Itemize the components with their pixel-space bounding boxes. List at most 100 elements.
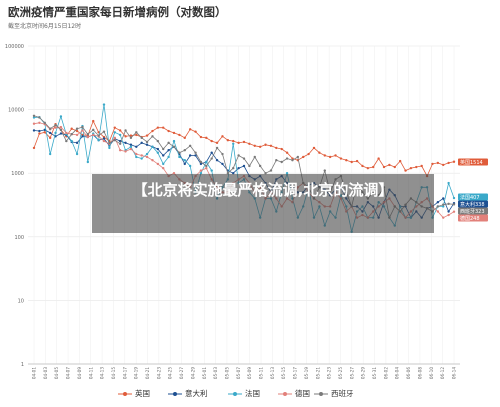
data-point [248, 142, 251, 145]
legend-label: 西班牙 [331, 389, 354, 398]
data-point [135, 155, 138, 159]
x-tick-label: 04-05 [54, 367, 59, 380]
data-point [280, 147, 283, 151]
data-point [372, 165, 375, 169]
data-point [86, 135, 90, 139]
data-point [167, 148, 170, 152]
data-point [194, 154, 197, 157]
data-point [102, 103, 106, 106]
data-point [210, 157, 213, 160]
data-point [140, 141, 143, 145]
data-point [248, 164, 251, 168]
data-point [296, 155, 300, 159]
data-point [355, 159, 359, 163]
data-point [59, 115, 63, 118]
data-point [75, 133, 79, 137]
data-point [32, 146, 36, 150]
data-point [275, 146, 278, 150]
data-point [452, 203, 456, 206]
x-tick-label: 05-01 [202, 367, 207, 380]
end-label-box [458, 193, 488, 201]
data-point [32, 116, 36, 119]
legend-item-法国[interactable]: 法国 [228, 388, 260, 399]
data-point [32, 122, 36, 125]
data-point [38, 129, 41, 133]
data-point [86, 160, 90, 164]
data-point [237, 141, 240, 145]
data-point [264, 143, 267, 146]
data-point [285, 151, 289, 154]
data-point [264, 172, 267, 175]
legend: 英国 意大利 法国 德国 西班牙 [0, 388, 500, 404]
data-point [43, 121, 46, 125]
data-point [162, 162, 165, 166]
data-point [129, 145, 133, 149]
x-tick-label: 04-13 [100, 367, 105, 380]
data-point [135, 145, 138, 149]
data-point [135, 133, 138, 137]
data-point [242, 157, 246, 160]
data-point [124, 135, 127, 138]
data-point [436, 210, 440, 213]
data-point [162, 126, 165, 129]
data-point [48, 127, 52, 130]
data-point [420, 164, 423, 168]
data-point [398, 159, 402, 163]
x-axis-ticks: 04-01 04-03 04-05 04-07 04-09 04-11 04-13 04-15… [32, 367, 457, 380]
data-point [129, 147, 133, 151]
data-point [215, 159, 219, 162]
data-point [129, 143, 133, 146]
data-point [140, 154, 143, 157]
data-point [118, 142, 122, 145]
data-point [156, 126, 160, 129]
legend-item-英国[interactable]: 英国 [118, 388, 150, 399]
legend-label: 德国 [295, 389, 310, 398]
end-label-box [458, 207, 488, 215]
x-tick-label: 04-19 [134, 367, 139, 380]
data-point [48, 136, 52, 140]
data-point [258, 145, 262, 149]
data-point [366, 166, 370, 170]
data-point [124, 141, 127, 145]
data-point [312, 146, 316, 150]
end-label-box [458, 214, 488, 222]
data-point [151, 135, 154, 138]
x-tick-label: 06-12 [440, 367, 445, 380]
data-point [323, 154, 326, 157]
data-point [70, 127, 73, 130]
data-point [32, 129, 36, 132]
data-point [172, 131, 176, 135]
x-tick-label: 05-21 [315, 367, 320, 380]
x-tick-label: 06-04 [395, 367, 400, 380]
y-tick-label: 100 [14, 235, 24, 241]
data-point [167, 141, 170, 145]
data-point [81, 129, 84, 132]
data-point [145, 155, 149, 159]
legend-item-西班牙[interactable]: 西班牙 [314, 388, 354, 399]
x-tick-label: 05-09 [247, 367, 252, 380]
data-point [172, 145, 176, 149]
data-point [156, 162, 160, 166]
data-point [447, 213, 450, 217]
data-point [377, 157, 380, 160]
x-tick-label: 06-08 [417, 367, 422, 380]
data-point [108, 141, 111, 145]
legend-item-意大利[interactable]: 意大利 [168, 388, 208, 399]
x-tick-label: 05-15 [281, 367, 286, 380]
data-point [102, 130, 106, 133]
data-point [97, 134, 100, 137]
legend-item-德国[interactable]: 德国 [278, 388, 310, 399]
data-point [65, 139, 68, 143]
data-point [124, 150, 127, 153]
data-point [221, 162, 224, 166]
data-point [145, 134, 149, 137]
data-point [194, 151, 197, 154]
data-point [328, 155, 332, 159]
data-point [215, 146, 219, 150]
data-point [291, 157, 294, 160]
data-point [75, 129, 79, 133]
data-point [258, 164, 262, 168]
x-tick-label: 05-29 [361, 367, 366, 380]
data-point [242, 140, 246, 144]
